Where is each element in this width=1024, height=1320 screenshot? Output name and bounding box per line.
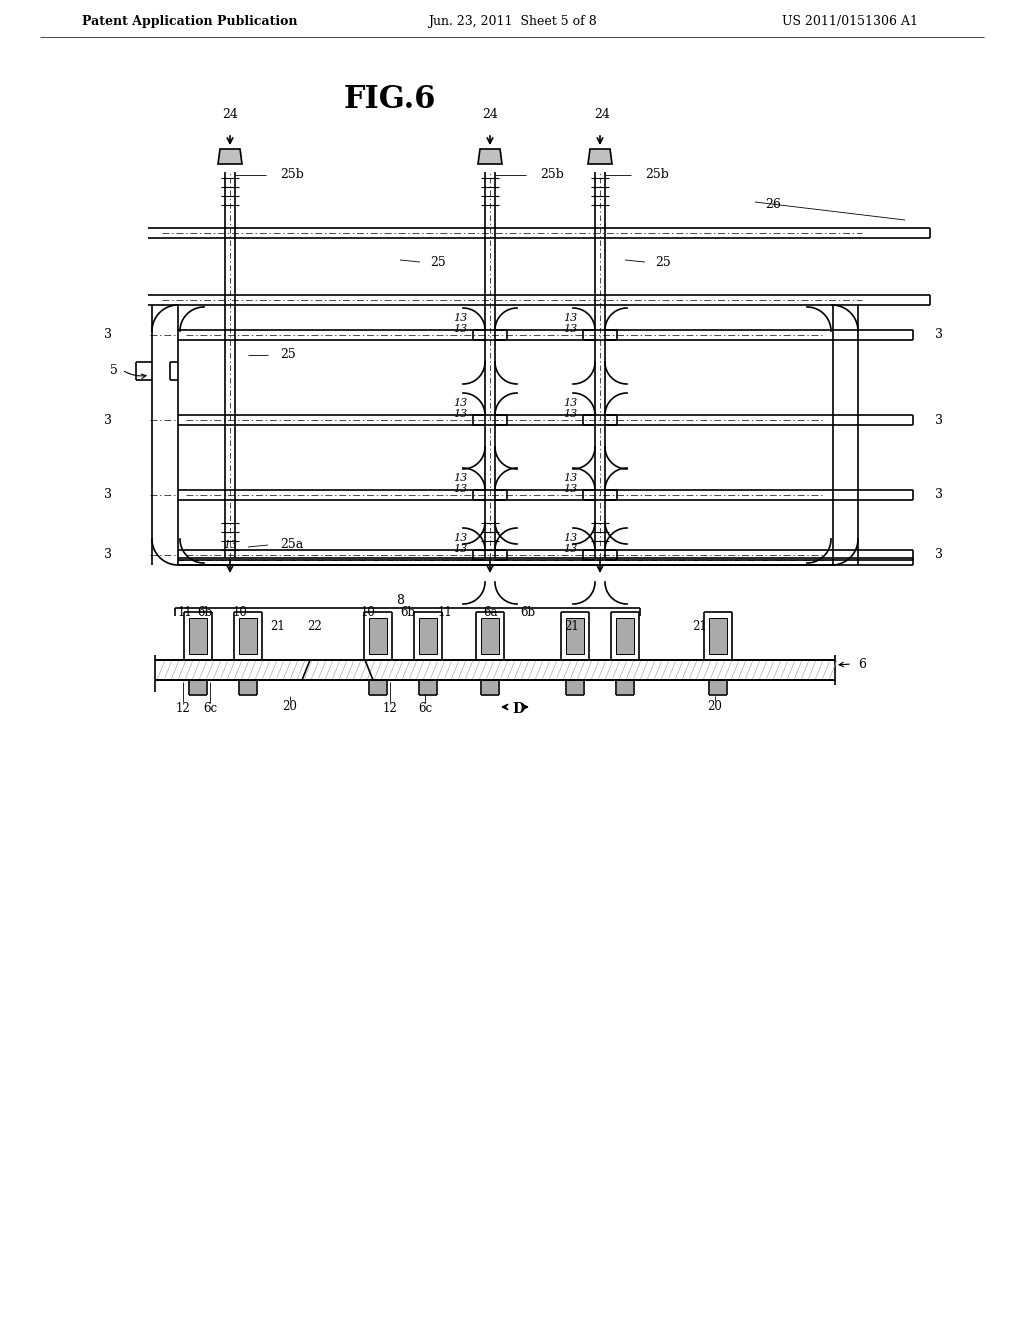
Text: 24: 24 (482, 108, 498, 121)
Text: 11: 11 (437, 606, 453, 619)
Text: 6a: 6a (482, 606, 498, 619)
Text: 13: 13 (563, 313, 578, 323)
Bar (239, 618, 257, 653)
Text: 25b: 25b (645, 169, 669, 181)
Text: 25b: 25b (280, 169, 304, 181)
Text: 3: 3 (935, 329, 943, 342)
Text: 13: 13 (563, 533, 578, 543)
Bar (240, 681, 256, 694)
Text: 6b: 6b (198, 606, 213, 619)
Bar (616, 618, 634, 653)
Text: 13: 13 (563, 323, 578, 334)
Bar (419, 618, 437, 653)
Text: 21: 21 (692, 620, 708, 634)
Text: 3: 3 (104, 329, 112, 342)
Text: D: D (512, 702, 524, 715)
Text: 13: 13 (453, 533, 467, 543)
Text: 13: 13 (563, 399, 578, 408)
Text: 20: 20 (708, 701, 723, 714)
Text: 20: 20 (283, 701, 297, 714)
Text: 6c: 6c (203, 701, 217, 714)
Text: 5: 5 (111, 363, 118, 376)
Text: 11: 11 (177, 606, 193, 619)
Text: 25b: 25b (540, 169, 564, 181)
Text: 6b: 6b (400, 606, 416, 619)
Text: 6: 6 (858, 659, 866, 672)
Text: 12: 12 (383, 701, 397, 714)
Text: 13: 13 (453, 409, 467, 418)
Text: 3: 3 (104, 549, 112, 561)
Bar (482, 681, 498, 694)
Text: 13: 13 (453, 473, 467, 483)
Bar (481, 618, 499, 653)
Bar (710, 681, 726, 694)
Text: 3: 3 (104, 413, 112, 426)
Text: 13: 13 (563, 473, 578, 483)
Text: 13: 13 (453, 313, 467, 323)
Text: 13: 13 (453, 323, 467, 334)
Text: 3: 3 (935, 488, 943, 502)
Text: 13: 13 (453, 399, 467, 408)
Text: 25: 25 (430, 256, 445, 268)
Bar (617, 681, 633, 694)
Bar (189, 618, 207, 653)
Text: 13: 13 (453, 544, 467, 554)
Text: 22: 22 (307, 620, 323, 634)
Bar (567, 681, 583, 694)
Bar (709, 618, 727, 653)
Bar (190, 681, 206, 694)
Bar (370, 681, 386, 694)
Text: 13: 13 (563, 484, 578, 494)
Text: 13: 13 (563, 409, 578, 418)
Text: 3: 3 (104, 488, 112, 502)
Text: 10: 10 (232, 606, 248, 619)
Polygon shape (218, 149, 242, 164)
Text: 8: 8 (396, 594, 404, 606)
Text: 24: 24 (222, 108, 238, 121)
Text: 13: 13 (563, 544, 578, 554)
Polygon shape (478, 149, 502, 164)
Text: 25: 25 (280, 348, 296, 362)
Bar (566, 618, 584, 653)
Text: 26: 26 (765, 198, 781, 211)
Bar (369, 618, 387, 653)
Text: 13: 13 (223, 540, 238, 550)
Polygon shape (588, 149, 612, 164)
Text: 12: 12 (176, 701, 190, 714)
Text: 10: 10 (360, 606, 376, 619)
Text: 25a: 25a (280, 539, 303, 552)
Text: FIG.6: FIG.6 (344, 84, 436, 116)
Text: 21: 21 (564, 620, 580, 634)
Text: 6c: 6c (418, 701, 432, 714)
Text: 6b: 6b (520, 606, 536, 619)
Text: US 2011/0151306 A1: US 2011/0151306 A1 (782, 16, 918, 29)
Bar (420, 681, 436, 694)
Text: 21: 21 (270, 620, 286, 634)
Text: Patent Application Publication: Patent Application Publication (82, 16, 298, 29)
Text: Jun. 23, 2011  Sheet 5 of 8: Jun. 23, 2011 Sheet 5 of 8 (428, 16, 596, 29)
Text: 3: 3 (935, 549, 943, 561)
Text: 25: 25 (655, 256, 671, 268)
Text: 3: 3 (935, 413, 943, 426)
Text: 13: 13 (453, 484, 467, 494)
Text: 24: 24 (594, 108, 610, 121)
